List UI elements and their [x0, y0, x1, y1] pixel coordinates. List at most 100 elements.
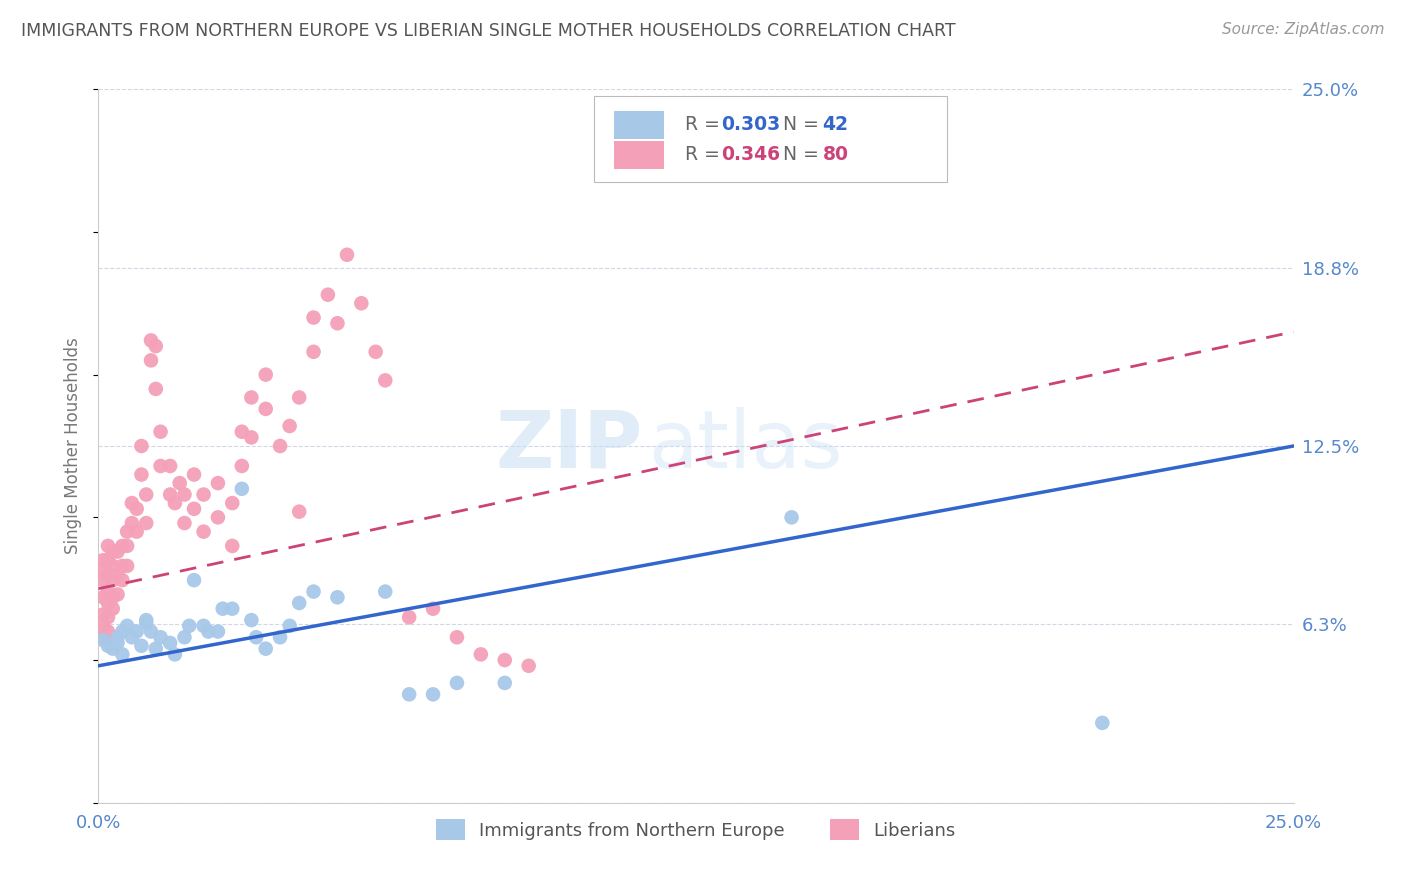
Point — [121, 516, 143, 530]
Point — [111, 648, 134, 662]
Point — [173, 630, 195, 644]
Text: 80: 80 — [823, 145, 849, 164]
Point — [101, 641, 124, 656]
Point — [350, 296, 373, 310]
Point — [326, 591, 349, 605]
Point — [145, 382, 167, 396]
Point — [221, 601, 243, 615]
Point — [97, 539, 120, 553]
Point — [111, 573, 134, 587]
Text: R =: R = — [685, 115, 725, 135]
Point — [231, 425, 253, 439]
Point — [91, 633, 114, 648]
Point — [494, 653, 516, 667]
Point — [240, 430, 263, 444]
Point — [240, 613, 263, 627]
Point — [97, 596, 120, 610]
Point — [111, 624, 134, 639]
Text: 0.303: 0.303 — [721, 115, 780, 135]
Point — [139, 334, 162, 348]
Point — [470, 648, 492, 662]
Point — [107, 544, 129, 558]
Point — [179, 619, 201, 633]
Point — [231, 458, 253, 473]
Point — [398, 610, 420, 624]
Point — [269, 439, 291, 453]
Text: N =: N = — [772, 145, 825, 164]
Point — [336, 248, 359, 262]
Point — [207, 510, 229, 524]
Point — [97, 584, 120, 599]
Text: N =: N = — [772, 115, 825, 135]
Point — [115, 619, 138, 633]
Point — [269, 630, 291, 644]
Point — [193, 487, 215, 501]
Point — [364, 344, 387, 359]
Point — [193, 524, 215, 539]
Point — [197, 624, 219, 639]
Point — [111, 558, 134, 573]
Point — [149, 630, 172, 644]
Point — [422, 687, 444, 701]
Point — [131, 439, 153, 453]
Point — [135, 615, 157, 630]
Point — [107, 587, 129, 601]
Point — [302, 310, 325, 325]
Text: 0.346: 0.346 — [721, 145, 780, 164]
Legend: Immigrants from Northern Europe, Liberians: Immigrants from Northern Europe, Liberia… — [429, 812, 963, 847]
Point — [494, 676, 516, 690]
Point — [316, 287, 339, 301]
Point — [97, 624, 120, 639]
Point — [115, 524, 138, 539]
Point — [135, 516, 157, 530]
Point — [91, 553, 114, 567]
Point — [91, 562, 114, 576]
Point — [374, 584, 396, 599]
Point — [398, 687, 420, 701]
Point — [159, 636, 181, 650]
Point — [149, 425, 172, 439]
Point — [374, 373, 396, 387]
Point — [278, 419, 301, 434]
Point — [91, 573, 114, 587]
Point — [101, 544, 124, 558]
Point — [221, 539, 243, 553]
Point — [131, 467, 153, 482]
Point — [288, 596, 311, 610]
Point — [302, 584, 325, 599]
Point — [135, 487, 157, 501]
Point — [422, 601, 444, 615]
Point — [240, 391, 263, 405]
Point — [149, 458, 172, 473]
Point — [139, 353, 162, 368]
Point — [326, 316, 349, 330]
Point — [101, 573, 124, 587]
Bar — [613, 141, 664, 169]
Text: ZIP: ZIP — [495, 407, 643, 485]
FancyBboxPatch shape — [595, 96, 948, 182]
Point — [288, 391, 311, 405]
Point — [101, 558, 124, 573]
Point — [91, 607, 114, 622]
Point — [517, 658, 540, 673]
Text: Source: ZipAtlas.com: Source: ZipAtlas.com — [1222, 22, 1385, 37]
Point — [163, 496, 186, 510]
Point — [97, 567, 120, 582]
Point — [163, 648, 186, 662]
Point — [780, 510, 803, 524]
Point — [131, 639, 153, 653]
Point — [159, 487, 181, 501]
Point — [169, 476, 191, 491]
Point — [1091, 715, 1114, 730]
Point — [125, 624, 148, 639]
Point — [115, 539, 138, 553]
Point — [125, 524, 148, 539]
Point — [254, 641, 277, 656]
Point — [254, 368, 277, 382]
Point — [183, 501, 205, 516]
Point — [159, 458, 181, 473]
Point — [183, 467, 205, 482]
Point — [145, 339, 167, 353]
Point — [107, 567, 129, 582]
Point — [91, 619, 114, 633]
